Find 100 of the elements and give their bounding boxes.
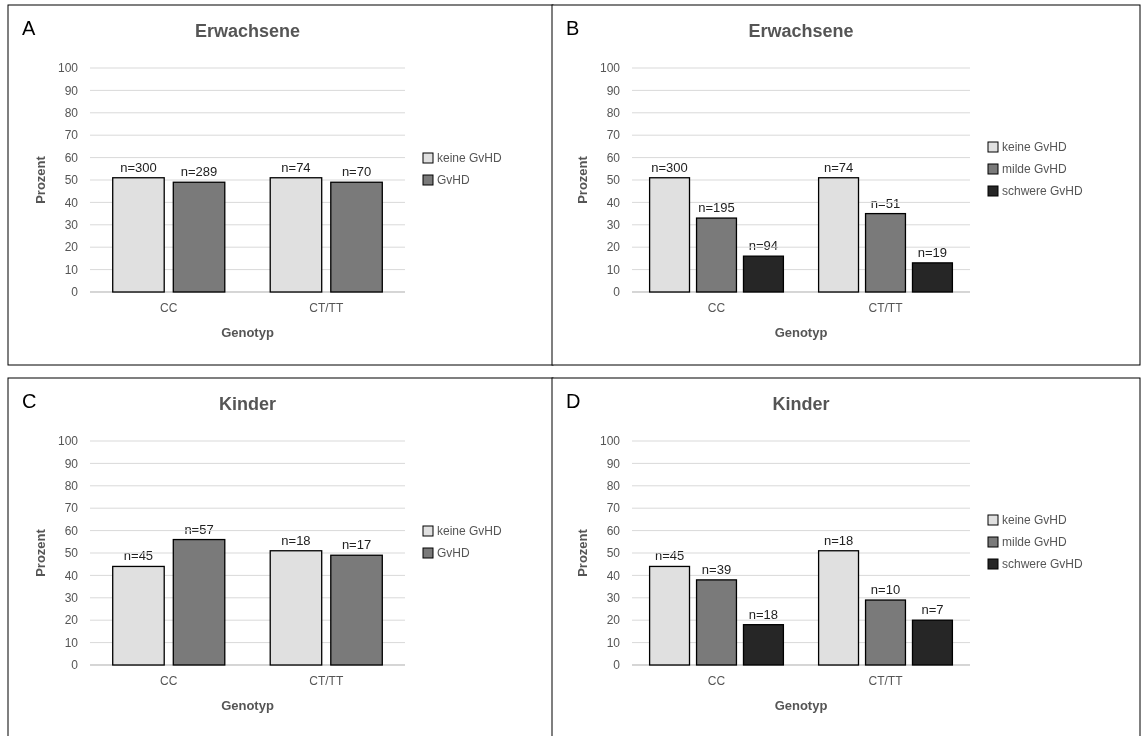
y-tick-label: 20 [64, 240, 79, 255]
x-axis-title: Genotyp [221, 325, 274, 340]
y-tick-label: 40 [606, 568, 621, 583]
y-tick-label: 50 [64, 546, 79, 561]
annotation: n=94 [748, 238, 779, 254]
bar [911, 619, 954, 666]
legend-label: schwere GvHD [1002, 184, 1084, 199]
y-axis-title: Prozent [575, 528, 590, 577]
annotation: n=45 [654, 548, 685, 564]
text: B [566, 17, 580, 39]
y-tick-label: 40 [606, 195, 621, 210]
y-tick-label: 40 [64, 195, 79, 210]
chart-title: Erwachsene [194, 21, 301, 41]
annotation: n=45 [123, 548, 154, 564]
annotation: n=18 [748, 606, 779, 622]
x-axis-title: Genotyp [774, 698, 828, 713]
chart-title: Kinder [772, 394, 830, 414]
annotation: n=74 [823, 159, 854, 175]
legend-label: keine GvHD [437, 151, 503, 166]
annotation: n=289 [180, 164, 218, 180]
bar [330, 554, 383, 666]
annotation: n=10 [870, 582, 901, 598]
bar [742, 255, 785, 293]
legend-label: schwere GvHD [1002, 557, 1084, 572]
y-tick-label: 0 [71, 658, 79, 673]
y-tick-label: 80 [606, 106, 621, 120]
text: A [22, 17, 36, 39]
bar [172, 538, 226, 666]
y-tick-label: 30 [606, 218, 621, 232]
x-axis-title: Genotyp [221, 698, 274, 713]
x-tick-label: CC [707, 301, 726, 315]
y-tick-label: 80 [64, 106, 79, 120]
x-tick-label: CT/TT [309, 674, 344, 688]
y-tick-label: 50 [606, 173, 621, 188]
y-tick-label: 90 [64, 456, 79, 471]
y-tick-label: 60 [64, 523, 79, 538]
y-tick-label: 50 [606, 546, 621, 561]
y-tick-label: 70 [606, 501, 621, 516]
y-tick-label: 10 [64, 262, 79, 277]
y-tick-label: 60 [64, 150, 79, 165]
y-tick-label: 70 [606, 128, 621, 143]
y-tick-label: 100 [57, 434, 79, 449]
annotation: n=39 [701, 561, 732, 577]
legend-label: keine GvHD [437, 524, 503, 539]
y-tick-label: 10 [64, 635, 79, 650]
annotation: n=195 [698, 200, 735, 216]
annotation: n=19 [917, 244, 948, 260]
y-tick-label: 20 [64, 613, 79, 628]
text: C [22, 390, 37, 412]
y-tick-label: 80 [606, 479, 621, 493]
annotation: n=17 [341, 537, 372, 553]
chart-title: Erwachsene [748, 21, 854, 41]
y-tick-label: 70 [64, 501, 79, 516]
x-tick-label: CC [160, 301, 178, 315]
annotation: n=70 [341, 164, 372, 180]
bar [695, 217, 738, 293]
y-tick-label: 0 [71, 285, 79, 300]
y-tick-label: 30 [64, 591, 79, 605]
y-axis-title: Prozent [33, 528, 48, 577]
annotation: n=7 [921, 602, 944, 618]
bar [911, 262, 954, 293]
y-tick-label: 90 [606, 456, 621, 471]
bar [742, 624, 785, 666]
y-tick-label: 60 [606, 150, 621, 165]
legend-label: keine GvHD [1002, 140, 1068, 155]
x-tick-label: CC [160, 674, 178, 688]
y-tick-label: 40 [64, 568, 79, 583]
x-tick-label: CC [707, 674, 726, 688]
y-axis-title: Prozent [575, 155, 590, 204]
y-tick-label: 20 [606, 240, 621, 255]
y-tick-label: 10 [606, 635, 621, 650]
annotation: n=300 [120, 159, 157, 175]
y-axis-title: Prozent [33, 155, 48, 204]
y-tick-label: 90 [64, 83, 79, 98]
y-tick-label: 50 [64, 173, 79, 188]
annotation: n=74 [281, 159, 311, 175]
annotation: n=300 [651, 159, 688, 175]
y-tick-label: 70 [64, 128, 79, 143]
annotation: n=18 [281, 532, 311, 548]
legend-label: GvHD [437, 173, 470, 188]
y-tick-label: 80 [64, 479, 79, 493]
y-tick-label: 10 [606, 262, 621, 277]
legend-label: milde GvHD [1002, 535, 1068, 550]
y-tick-label: 100 [57, 61, 79, 76]
bar [864, 599, 907, 666]
x-tick-label: CT/TT [868, 674, 904, 688]
y-tick-label: 30 [64, 218, 79, 232]
y-tick-label: 30 [606, 591, 621, 605]
text: D [566, 390, 581, 412]
annotation: n=57 [184, 521, 214, 537]
annotation: n=18 [823, 532, 854, 548]
y-tick-label: 100 [599, 434, 621, 449]
chart-title: Kinder [218, 394, 277, 414]
y-tick-label: 0 [613, 658, 621, 673]
x-axis-title: Genotyp [774, 325, 828, 340]
legend-label: milde GvHD [1002, 162, 1068, 177]
y-tick-label: 90 [606, 83, 621, 98]
x-tick-label: CT/TT [868, 301, 904, 315]
bar [864, 212, 907, 293]
legend-label: GvHD [437, 546, 470, 561]
